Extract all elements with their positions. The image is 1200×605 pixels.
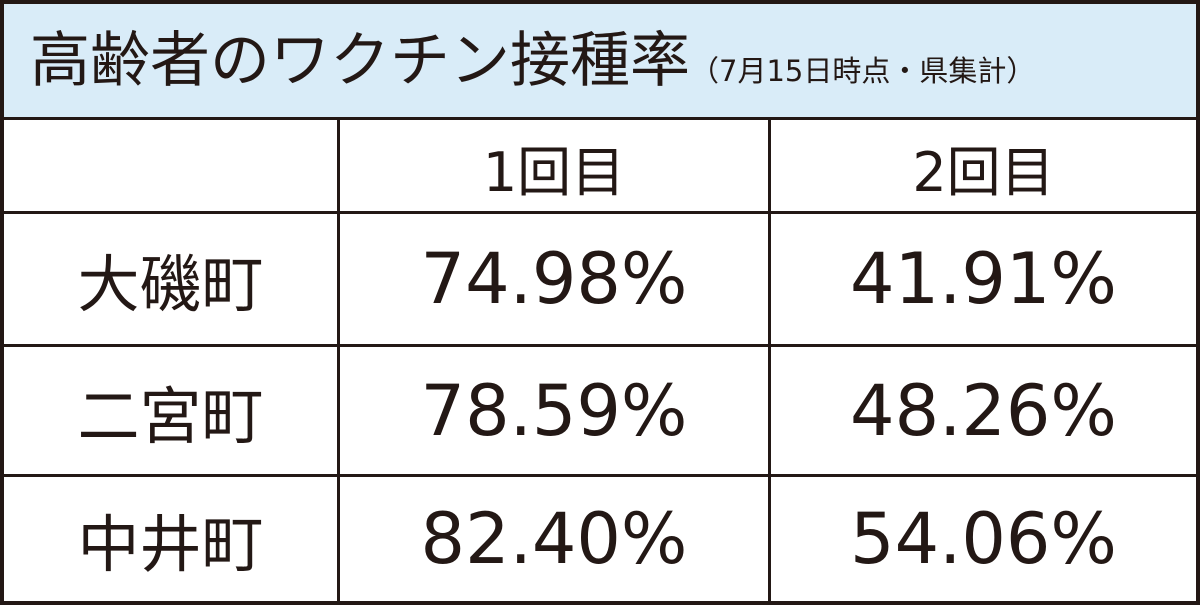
- column-divider: [337, 120, 340, 601]
- row-divider: [4, 211, 1196, 214]
- subtitle: （7月15日時点・県集計）: [690, 54, 1036, 88]
- cell-value: 54.06%: [850, 498, 1117, 580]
- column-header: 1回目: [482, 140, 626, 204]
- column-header: 2回目: [912, 140, 1055, 204]
- column-divider: [768, 120, 771, 601]
- cell-value: 48.26%: [850, 369, 1117, 452]
- cell-value: 41.91%: [850, 238, 1117, 320]
- cell-value: 74.98%: [420, 238, 688, 320]
- title-line: 高齢者のワクチン接種率（7月15日時点・県集計）: [30, 26, 1035, 106]
- title-band: 高齢者のワクチン接種率（7月15日時点・県集計）: [4, 4, 1196, 120]
- row-label: 中井町: [77, 508, 264, 581]
- title: 高齢者のワクチン接種率: [30, 26, 690, 96]
- row-divider: [4, 344, 1196, 347]
- cell-value: 82.40%: [420, 498, 688, 580]
- row-label: 二宮町: [77, 379, 264, 453]
- cell-value: 78.59%: [420, 369, 688, 452]
- row-label: 大磯町: [77, 248, 264, 321]
- row-divider: [4, 474, 1196, 477]
